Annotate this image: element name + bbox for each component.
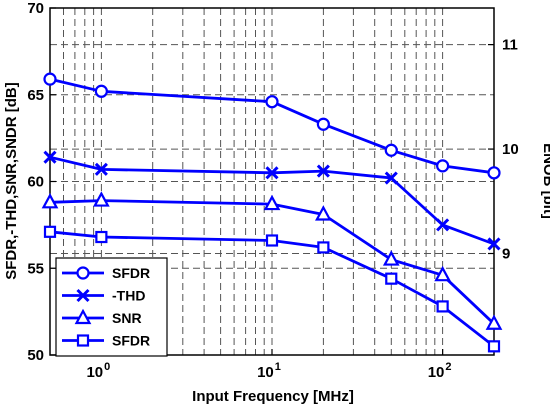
data-point [436, 218, 450, 232]
y-axis-label: SFDR,-THD,SNR,SNDR [dB] [3, 82, 20, 279]
y2-tick-label: 11 [502, 37, 518, 54]
legend-label: SFDR [112, 333, 150, 349]
series-1 [43, 72, 501, 180]
legend-label: SFDR [112, 265, 150, 281]
data-point [95, 230, 108, 244]
legend-marker [76, 266, 90, 280]
data-point [436, 159, 450, 173]
legend-label: SNR [112, 310, 142, 326]
data-point [43, 150, 57, 164]
data-point [315, 205, 332, 221]
y-tick-label: 55 [27, 260, 44, 277]
data-point [265, 95, 279, 109]
legend-marker [76, 288, 90, 303]
x-axis-label: Input Frequency [MHz] [192, 388, 354, 405]
data-point [43, 72, 57, 86]
x-tick-exponent: 1 [275, 361, 281, 373]
data-point [382, 250, 400, 266]
y-tick-label: 60 [27, 174, 44, 191]
legend-marker [76, 334, 90, 347]
data-point [436, 300, 449, 313]
data-point [485, 314, 503, 330]
grid-lines [50, 8, 494, 355]
y-tick-label: 70 [27, 0, 44, 17]
data-point [384, 143, 398, 157]
x-tick-exponent: 0 [104, 361, 110, 373]
data-point [94, 162, 108, 176]
data-point [316, 117, 330, 131]
legend-marker [74, 308, 92, 325]
y2-tick-label: 10 [502, 141, 519, 158]
y2-tick-label: 9 [502, 246, 510, 263]
legend-label: -THD [112, 288, 145, 304]
data-point [317, 241, 330, 254]
data-point [434, 265, 451, 282]
data-point [265, 166, 279, 180]
data-point [93, 191, 110, 207]
x-tick-exponent: 2 [445, 361, 451, 373]
series-2 [43, 150, 501, 251]
data-point [43, 225, 57, 238]
data-point [487, 340, 501, 353]
series-3 [41, 191, 503, 330]
series-4 [43, 225, 501, 353]
data-point [316, 164, 330, 178]
data-point [41, 193, 59, 209]
y2-axis-label: ENOB [bit] [540, 143, 550, 219]
y-tick-label: 50 [27, 347, 44, 364]
y-tick-label: 65 [27, 87, 44, 104]
data-point [263, 194, 281, 211]
data-point [487, 166, 501, 180]
legend: SFDR -THD SNR SFDR [55, 257, 168, 357]
data-point [384, 171, 398, 185]
series-group [41, 72, 503, 353]
data-point [265, 234, 279, 247]
data-point [385, 272, 398, 285]
data-point [487, 237, 501, 251]
data-point [94, 84, 108, 98]
